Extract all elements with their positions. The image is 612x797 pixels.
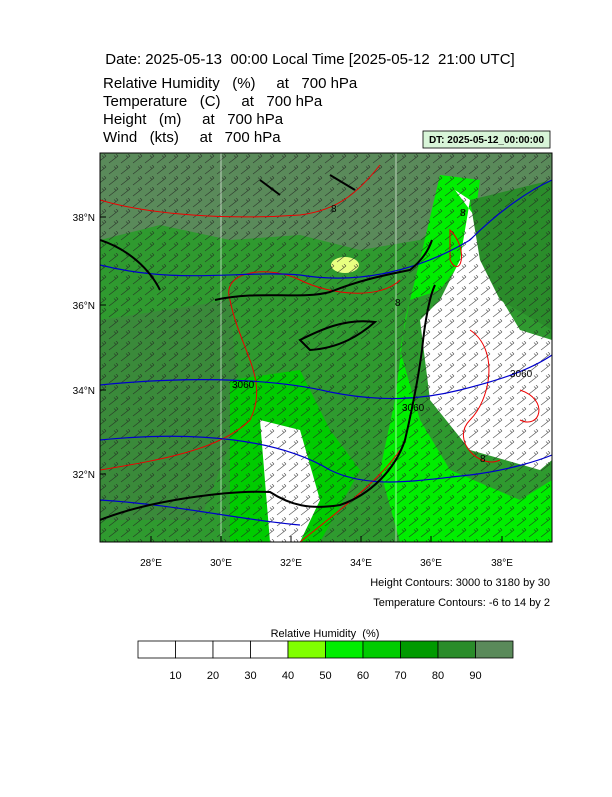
field-line: Wind (kts) at 700 hPa: [103, 129, 281, 146]
colorbar: 10 20 30 40 50 60 70 80 90: [137, 640, 514, 682]
colorbar-box: [250, 640, 289, 659]
colorbar-label: 40: [282, 670, 294, 682]
colorbar-box: [325, 640, 364, 659]
lat-label: 32°N: [73, 470, 95, 481]
colorbar-label: 80: [432, 670, 444, 682]
height-contour-label: 3060: [232, 380, 255, 391]
lat-label: 38°N: [73, 213, 95, 224]
dt-box: [422, 130, 551, 149]
colorbar-box: [400, 640, 439, 659]
height-legend: Height Contours: 3000 to 3180 by 30: [370, 577, 550, 589]
colorbar-label: 30: [244, 670, 256, 682]
field-list: Relative Humidity (%) at 700 hPa Tempera…: [103, 75, 358, 146]
temperature-legend: Temperature Contours: -6 to 14 by 2: [373, 597, 550, 609]
colorbar-box: [137, 640, 176, 659]
field-line: Temperature (C) at 700 hPa: [103, 93, 323, 110]
colorbar-label: 70: [394, 670, 406, 682]
dt-label: DT: 2025-05-12_00:00:00: [429, 135, 545, 146]
field-line: Height (m) at 700 hPa: [103, 111, 284, 128]
lon-label: 28°E: [140, 558, 162, 569]
lon-label: 34°E: [350, 558, 372, 569]
height-contour-label: 3060: [402, 403, 425, 414]
lon-label: 36°E: [420, 558, 442, 569]
field-line: Relative Humidity (%) at 700 hPa: [103, 75, 358, 92]
colorbar-label: 20: [207, 670, 219, 682]
height-contour-label: 3060: [510, 369, 533, 380]
temperature-contour-label: 8: [460, 208, 466, 219]
title: Date: 2025-05-13 00:00 Local Time [2025-…: [105, 51, 514, 68]
temperature-contour-label: 8: [331, 204, 337, 215]
height-contours: [100, 179, 552, 526]
colorbar-box: [437, 640, 476, 659]
lon-label: 38°E: [491, 558, 513, 569]
colorbar-box: [475, 640, 514, 659]
lon-label: 32°E: [280, 558, 302, 569]
lat-label: 34°N: [73, 386, 95, 397]
colorbar-label: 90: [469, 670, 481, 682]
coastline: [100, 174, 436, 521]
temperature-contours: [100, 164, 540, 542]
colorbar-box: [287, 640, 326, 659]
map-axes: 38°N 36°N 34°N 32°N 28°E 30°E 32°E 34°E 36°E 38°E: [73, 213, 514, 569]
temperature-contour-label: 8: [480, 454, 486, 465]
lon-label: 30°E: [210, 558, 232, 569]
colorbar-label: 60: [357, 670, 369, 682]
colorbar-box: [362, 640, 401, 659]
colorbar-label: 10: [169, 670, 181, 682]
colorbar-label: 50: [319, 670, 331, 682]
colorbar-box: [175, 640, 214, 659]
lat-label: 36°N: [73, 301, 95, 312]
colorbar-box: [212, 640, 251, 659]
map-frame: [99, 152, 553, 543]
map: 3060 3060 3060 8 8 8 8: [100, 153, 552, 542]
temperature-contour-label: 8: [395, 298, 401, 309]
colorbar-title: Relative Humidity (%): [271, 628, 380, 640]
